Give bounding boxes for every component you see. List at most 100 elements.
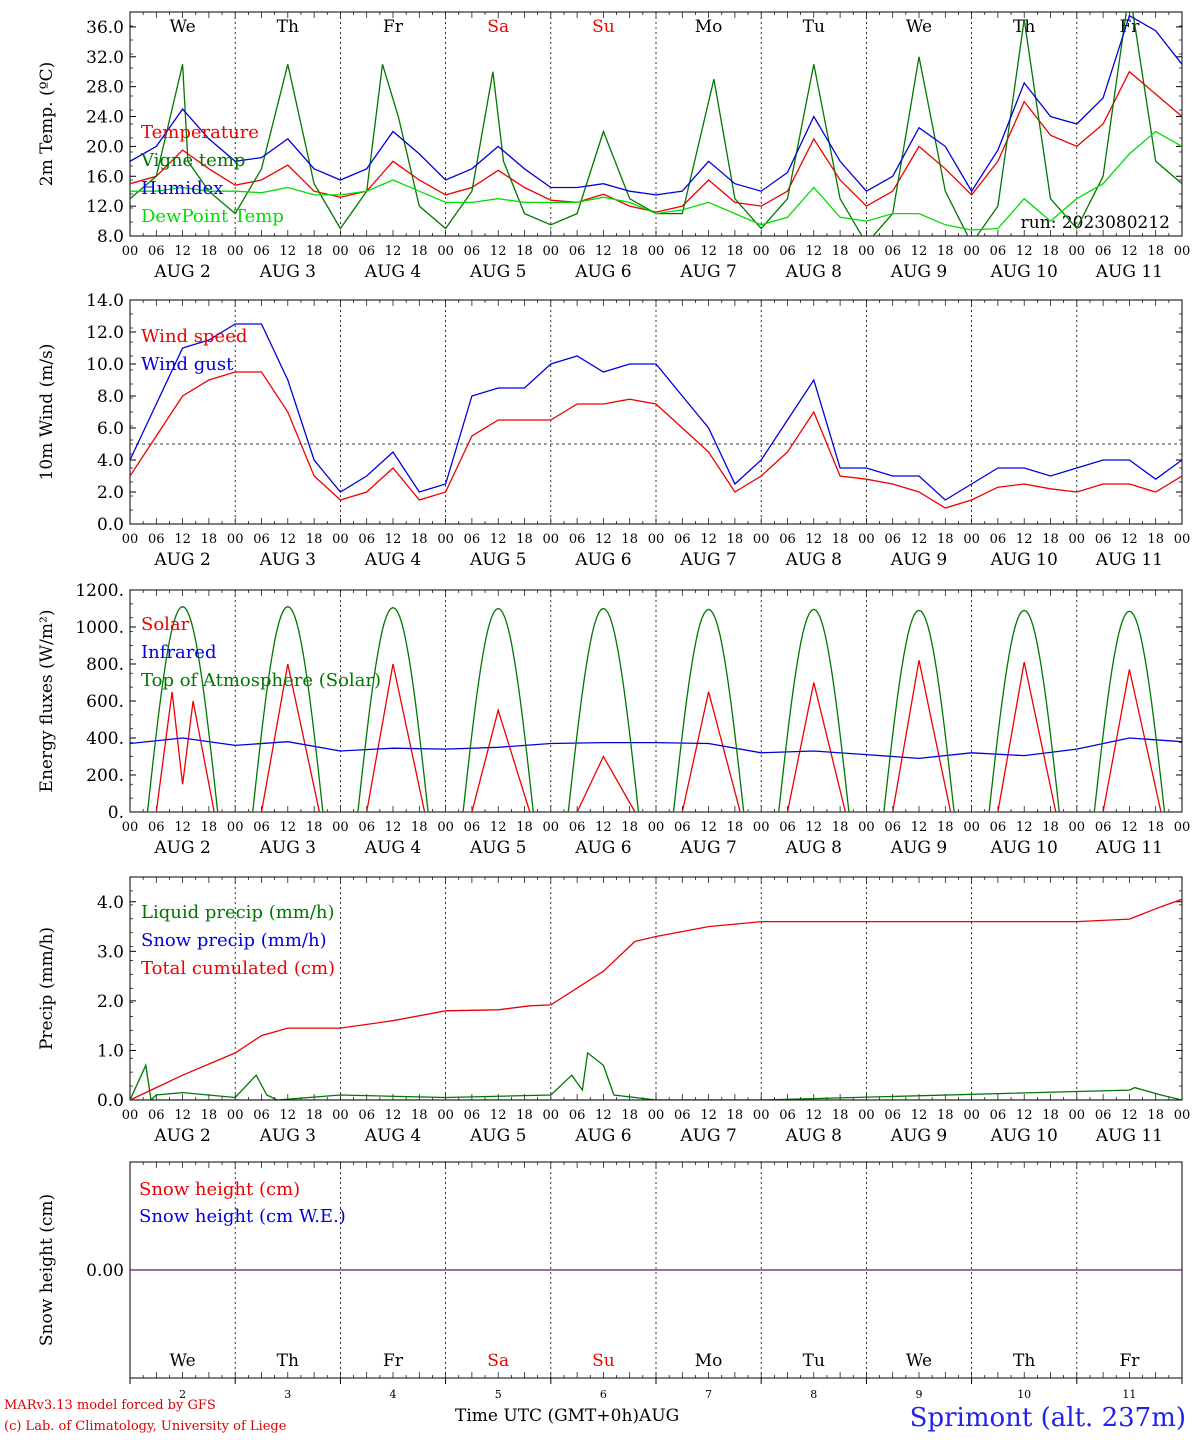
- x-hour-label: 06: [358, 820, 375, 835]
- x-date-label: AUG 5: [469, 1126, 526, 1146]
- x-hour-label: 18: [1147, 532, 1164, 547]
- x-hour-label: 00: [227, 1108, 244, 1123]
- x-hour-label: 00: [1174, 244, 1191, 259]
- x-date-label: AUG 6: [574, 1126, 631, 1146]
- y-tick-label: 0.00: [86, 1261, 124, 1281]
- x-date-label: AUG 10: [990, 1126, 1058, 1146]
- x-hour-label: 00: [1069, 820, 1086, 835]
- legend-entry: Top of Atmosphere (Solar): [141, 670, 381, 691]
- series-line-liquid-precip-mm-h-: [130, 1051, 1182, 1100]
- x-hour-label: 18: [516, 1108, 533, 1123]
- x-hour-label: 18: [621, 244, 638, 259]
- x-hour-label: 12: [174, 1108, 191, 1123]
- x-hour-label: 06: [779, 244, 796, 259]
- x-date-label: AUG 11: [1095, 1126, 1163, 1146]
- x-hour-label: 00: [648, 1108, 665, 1123]
- x-hour-label: 06: [358, 1108, 375, 1123]
- x-hour-label: 18: [727, 1108, 744, 1123]
- x-hour-label: 18: [1042, 532, 1059, 547]
- x-hour-label: 00: [437, 820, 454, 835]
- day-name-label: Th: [277, 1351, 299, 1371]
- day-name-label: We: [170, 1351, 196, 1371]
- x-hour-label: 12: [1121, 244, 1138, 259]
- y-tick-label: 4.0: [97, 893, 124, 913]
- x-hour-label: 06: [253, 1108, 270, 1123]
- x-hour-label: 06: [884, 244, 901, 259]
- x-hour-label: 18: [1042, 244, 1059, 259]
- x-hour-label: 06: [464, 820, 481, 835]
- x-hour-label: 18: [621, 820, 638, 835]
- x-hour-label: 12: [385, 1108, 402, 1123]
- x-hour-label: 00: [753, 820, 770, 835]
- x-hour-label: 18: [727, 820, 744, 835]
- x-hour-label: 00: [227, 532, 244, 547]
- model-credit: MARv3.13 model forced by GFS: [4, 1398, 216, 1413]
- legend-entry: Total cumulated (cm): [141, 958, 335, 979]
- y-tick-label: 0.0: [97, 515, 124, 535]
- x-hour-label: 06: [779, 1108, 796, 1123]
- day-number-label: 3: [284, 1388, 291, 1401]
- day-number-label: 8: [810, 1388, 817, 1401]
- legend-entry: Solar: [141, 614, 190, 635]
- day-name-label: Th: [1013, 1351, 1035, 1371]
- series-line-total-cumulated-cm-: [130, 898, 1182, 1100]
- x-hour-label: 18: [201, 244, 218, 259]
- x-hour-label: 00: [1069, 244, 1086, 259]
- x-hour-label: 12: [490, 820, 507, 835]
- x-hour-label: 18: [516, 532, 533, 547]
- x-hour-label: 06: [253, 244, 270, 259]
- x-hour-label: 12: [911, 244, 928, 259]
- day-name-label: Fr: [1119, 1351, 1140, 1371]
- day-name-label: Su: [592, 1351, 615, 1371]
- x-hour-label: 00: [437, 1108, 454, 1123]
- x-hour-label: 12: [806, 820, 823, 835]
- x-hour-label: 18: [411, 1108, 428, 1123]
- day-name-label: Th: [277, 17, 299, 37]
- y-axis-label: Snow height (cm): [37, 1194, 57, 1346]
- x-date-label: AUG 8: [785, 550, 842, 570]
- x-hour-label: 06: [779, 820, 796, 835]
- series-line-infrared: [130, 737, 1182, 760]
- x-hour-label: 18: [937, 532, 954, 547]
- x-hour-label: 06: [464, 244, 481, 259]
- panel-5: 0.00 Snow height (cm) We 2 Th 3 Fr 4 Sa 5 Su 6 Mo 7 Tu…: [37, 1161, 1183, 1401]
- x-hour-label: 00: [858, 820, 875, 835]
- x-date-label: AUG 11: [1095, 838, 1163, 858]
- x-hour-label: 00: [543, 1108, 560, 1123]
- y-tick-label: 1200.: [75, 581, 124, 601]
- series-line-vigne-temp: [130, 12, 1182, 236]
- x-date-label: AUG 10: [990, 838, 1058, 858]
- day-name-label: Sa: [487, 17, 509, 37]
- x-hour-label: 12: [700, 1108, 717, 1123]
- x-hour-label: 18: [516, 820, 533, 835]
- x-hour-label: 06: [569, 820, 586, 835]
- series-group: [130, 12, 1182, 236]
- x-hour-label: 06: [884, 820, 901, 835]
- panel-2: 0.0 2.0 4.0 6.0 8.0 10.0 12.0 14.0 10m Wind (m/s…: [37, 291, 1190, 570]
- day-number-label: 11: [1122, 1388, 1136, 1401]
- x-date-label: AUG 2: [153, 838, 210, 858]
- y-tick-label: 1.0: [97, 1041, 124, 1061]
- series-line-dewpoint-temp: [130, 130, 1182, 231]
- x-hour-label: 06: [990, 1108, 1007, 1123]
- x-hour-label: 18: [1147, 244, 1164, 259]
- x-hour-label: 06: [674, 1108, 691, 1123]
- x-hour-label: 18: [832, 244, 849, 259]
- x-hour-label: 12: [385, 244, 402, 259]
- y-tick-label: 400.: [86, 729, 124, 749]
- y-tick-label: 12.0: [86, 323, 124, 343]
- x-hour-label: 12: [806, 1108, 823, 1123]
- x-hour-label: 12: [595, 532, 612, 547]
- x-hour-label: 12: [700, 244, 717, 259]
- x-hour-label: 06: [674, 820, 691, 835]
- x-hour-label: 00: [543, 820, 560, 835]
- y-tick-label: 0.: [108, 803, 124, 823]
- x-hour-label: 06: [358, 244, 375, 259]
- x-hour-label: 06: [779, 532, 796, 547]
- series-group: [130, 323, 1182, 509]
- x-date-label: AUG 9: [890, 838, 947, 858]
- y-tick-label: 36.0: [86, 18, 124, 38]
- x-hour-label: 06: [253, 532, 270, 547]
- legend-entry: Humidex: [141, 178, 223, 199]
- x-hour-label: 06: [569, 1108, 586, 1123]
